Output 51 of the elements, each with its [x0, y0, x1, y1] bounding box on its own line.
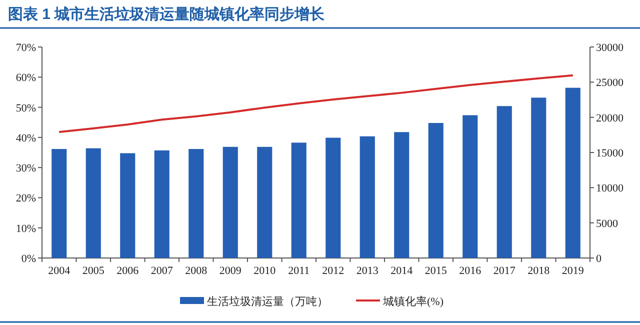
bar [188, 148, 204, 258]
legend-label: 生活垃圾清运量（万吨） [207, 295, 328, 308]
bar [291, 142, 306, 258]
x-tick-label: 2014 [390, 265, 414, 277]
y2-tick-label: 30000 [596, 42, 624, 54]
chart-title: 图表 1 城市生活垃圾清运量随城镇化率同步增长 [8, 5, 326, 23]
y2-tick-label: 0 [596, 253, 602, 265]
x-tick-label: 2018 [528, 265, 550, 277]
bar [360, 136, 375, 258]
x-tick-label: 2013 [356, 265, 379, 277]
y-tick-label: 70% [16, 42, 36, 54]
y-tick-label: 0% [21, 253, 36, 265]
bar [496, 106, 512, 258]
y-tick-label: 30% [16, 162, 36, 175]
y-tick-label: 20% [16, 192, 36, 205]
x-tick-label: 2015 [424, 265, 448, 277]
x-tick-label: 2005 [82, 265, 105, 277]
legend-label: 城镇化率(%) [382, 295, 444, 308]
y-tick-label: 40% [16, 132, 36, 144]
y-tick-label: 10% [16, 222, 36, 235]
line-series [58, 74, 574, 134]
x-tick-label: 2010 [254, 265, 276, 277]
bar [565, 88, 580, 258]
bar [222, 146, 238, 258]
x-tick-label: 2009 [219, 265, 242, 277]
y2-tick-label: 20000 [596, 112, 624, 124]
bar [428, 122, 444, 258]
bar [120, 153, 136, 258]
y2-tick-label: 25000 [596, 77, 624, 90]
y2-tick-label: 10000 [596, 182, 624, 195]
bar [86, 148, 101, 258]
x-tick-label: 2016 [459, 265, 482, 277]
bar [52, 148, 67, 258]
y2-tick-label: 5000 [596, 218, 618, 230]
x-tick-label: 2019 [562, 265, 584, 277]
x-tick-label: 2006 [116, 265, 140, 277]
bar [154, 150, 170, 258]
y2-tick-label: 15000 [596, 148, 624, 160]
y-tick-label: 50% [16, 102, 36, 114]
bar [462, 115, 478, 258]
bar [326, 138, 341, 258]
bar [394, 132, 410, 258]
bar [257, 146, 272, 258]
x-tick-label: 2007 [150, 265, 174, 277]
y-tick-label: 60% [16, 72, 36, 84]
bar [531, 98, 546, 258]
x-tick-label: 2017 [493, 265, 516, 277]
x-tick-label: 2008 [185, 265, 208, 277]
x-tick-label: 2012 [322, 265, 344, 277]
x-tick-label: 2004 [48, 265, 71, 277]
x-tick-label: 2011 [288, 265, 310, 277]
